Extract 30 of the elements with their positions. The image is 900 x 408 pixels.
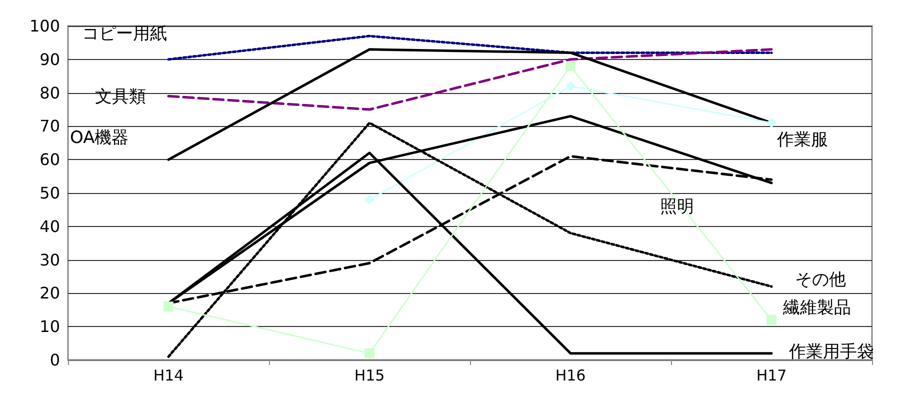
annotation: 作業服 <box>776 130 828 150</box>
y-tick-label: 10 <box>40 317 60 336</box>
point <box>164 302 174 312</box>
y-tick-label: 30 <box>40 250 60 270</box>
y-tick-label: 80 <box>40 83 60 102</box>
x-tick-label: H14 <box>153 366 184 384</box>
annotation: 作業用手袋 <box>788 342 874 362</box>
y-tick-label: 0 <box>50 350 60 370</box>
x-tick-label: H16 <box>555 366 586 384</box>
annotation: 繊維製品 <box>782 298 851 318</box>
point <box>766 314 776 325</box>
y-tick-label: 60 <box>40 150 60 170</box>
y-tick-label: 50 <box>40 184 60 202</box>
y-tick-label: 40 <box>40 216 60 236</box>
y-tick-label: 20 <box>40 284 60 303</box>
x-tick-label: H17 <box>756 366 787 384</box>
annotation: OA機器 <box>70 128 129 148</box>
point <box>566 61 576 72</box>
y-tick-label: 90 <box>40 50 60 69</box>
point <box>364 348 374 358</box>
y-tick-label: 100 <box>29 16 60 36</box>
line-series <box>167 48 773 111</box>
point <box>566 81 576 92</box>
point <box>766 118 776 128</box>
y-tick-label: 70 <box>40 116 60 136</box>
annotation: その他 <box>795 270 846 290</box>
x-tick-label: H15 <box>354 366 385 384</box>
annotation: コピー用紙 <box>82 24 167 44</box>
annotation: 照明 <box>660 197 694 217</box>
point <box>364 194 374 205</box>
